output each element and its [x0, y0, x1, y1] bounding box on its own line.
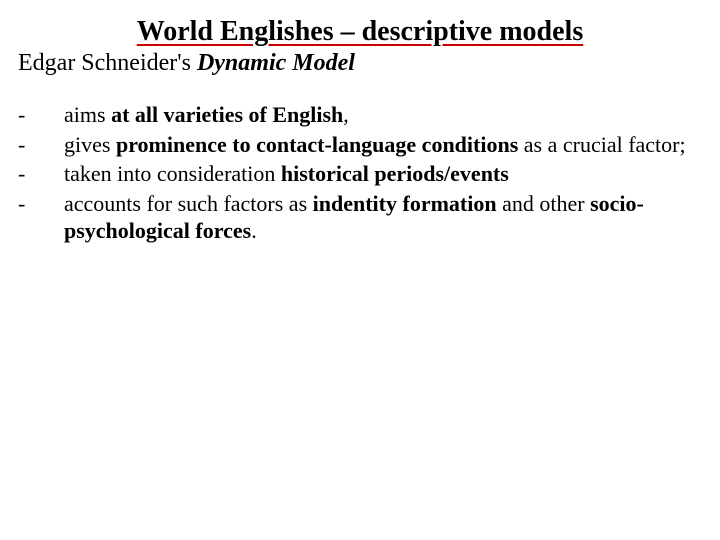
bold-span: at all varieties of English	[111, 102, 343, 127]
list-item: -taken into consideration historical per…	[18, 160, 702, 188]
list-item: -accounts for such factors as indentity …	[18, 190, 702, 245]
bold-span: historical periods/events	[281, 161, 509, 186]
slide-title: World Englishes – descriptive models	[18, 16, 702, 48]
subtitle-prefix: Edgar Schneider's	[18, 50, 197, 76]
list-item: -aims at all varieties of English,	[18, 101, 702, 129]
text-span: ,	[343, 102, 349, 127]
text-span: aims	[64, 102, 111, 127]
text-span: .	[251, 218, 257, 243]
list-item-text: taken into consideration historical peri…	[64, 160, 702, 188]
bullet-dash: -	[18, 160, 64, 188]
bold-span: indentity formation	[313, 191, 497, 216]
bullet-dash: -	[18, 190, 64, 218]
list-item-text: accounts for such factors as indentity f…	[64, 190, 702, 245]
subtitle-emphasis: Dynamic Model	[197, 50, 355, 76]
slide-subtitle: Edgar Schneider's Dynamic Model	[18, 50, 702, 77]
text-span: gives	[64, 132, 116, 157]
bullet-dash: -	[18, 131, 64, 159]
list-item-text: gives prominence to contact-language con…	[64, 131, 702, 159]
text-span: and other	[497, 191, 590, 216]
text-span: accounts for such factors as	[64, 191, 313, 216]
bullet-list: -aims at all varieties of English,-gives…	[18, 101, 702, 245]
bold-span: prominence to contact-language condition…	[116, 132, 518, 157]
list-item-text: aims at all varieties of English,	[64, 101, 702, 129]
bullet-dash: -	[18, 101, 64, 129]
text-span: as a crucial factor;	[518, 132, 685, 157]
slide: World Englishes – descriptive models Edg…	[0, 0, 720, 540]
text-span: taken into consideration	[64, 161, 281, 186]
list-item: -gives prominence to contact-language co…	[18, 131, 702, 159]
